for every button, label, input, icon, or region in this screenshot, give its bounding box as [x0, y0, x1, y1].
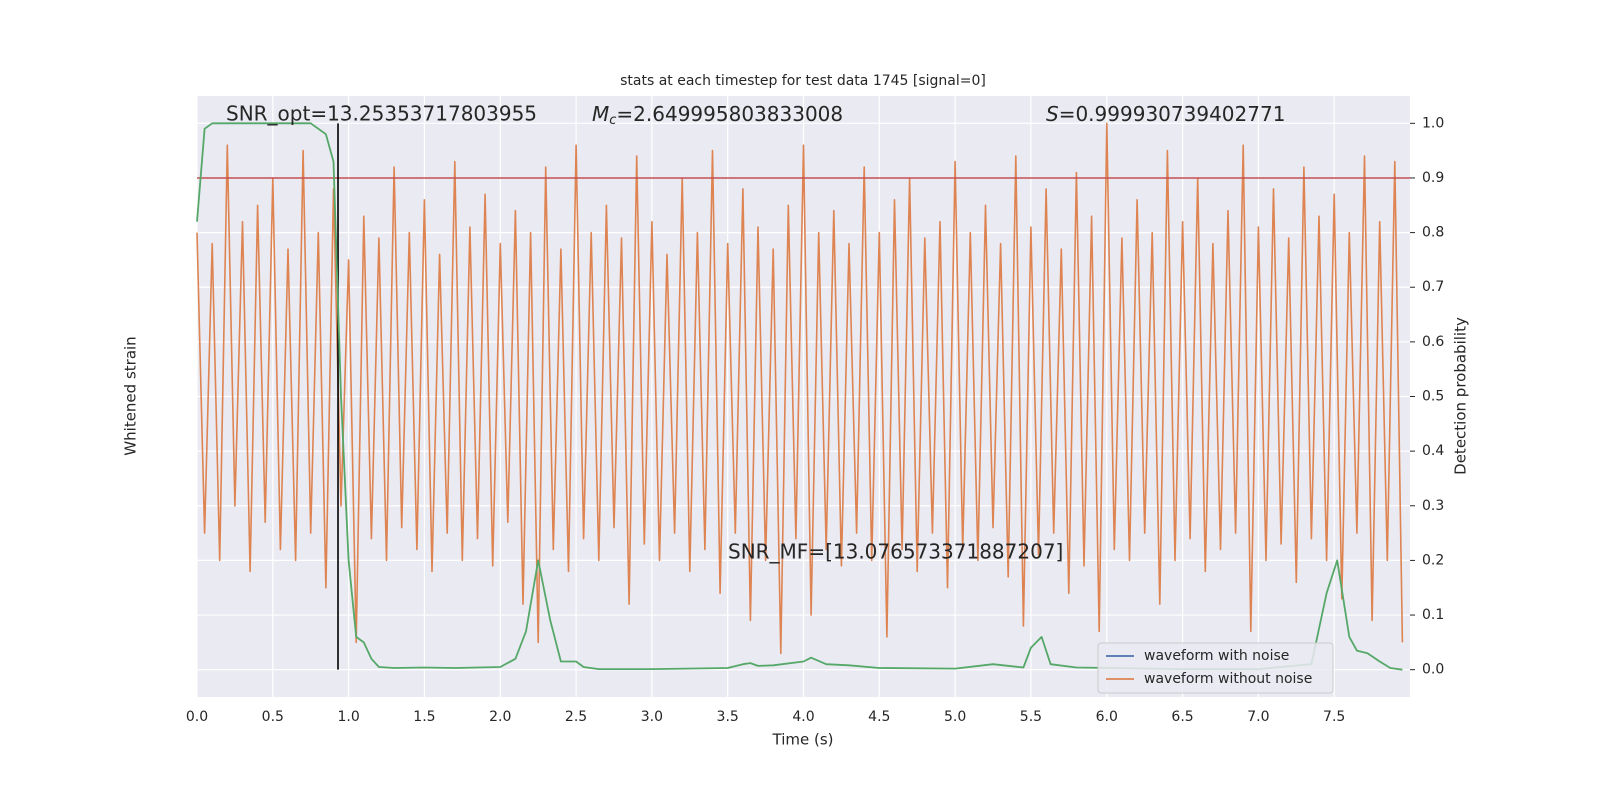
y2-tick-label: 0.1	[1422, 607, 1444, 623]
x-tick-label: 1.0	[337, 709, 359, 725]
x-tick-label: 5.5	[1020, 709, 1042, 725]
y2-tick-label: 0.9	[1422, 170, 1444, 186]
x-tick-label: 1.5	[413, 709, 435, 725]
y2-tick-label: 0.8	[1422, 225, 1444, 241]
x-tick-label: 3.0	[641, 709, 663, 725]
y2-tick-label: 0.4	[1422, 443, 1444, 459]
strain-line	[196, 122, 1404, 655]
x-tick-label: 6.5	[1171, 709, 1193, 725]
annotation: S=0.999930739402771	[1046, 102, 1285, 126]
annotation-sub: c	[609, 113, 616, 128]
x-axis-label: Time (s)	[772, 731, 834, 749]
annotation-symbol: M	[592, 102, 609, 126]
annotation-text: =0.999930739402771	[1059, 102, 1286, 126]
y2-tick-label: 0.0	[1422, 662, 1444, 678]
chart-title: stats at each timestep for test data 174…	[620, 73, 986, 89]
annotation: Mc=2.649995803833008	[592, 102, 843, 128]
x-tick-label: 5.0	[944, 709, 966, 725]
x-tick-label: 4.0	[792, 709, 814, 725]
y2-tick-label: 0.2	[1422, 552, 1444, 568]
annotation: SNR_opt=13.25353717803955	[226, 102, 537, 126]
y2-tick-label: 0.6	[1422, 334, 1444, 350]
y2-tick-label: 0.5	[1422, 389, 1444, 405]
legend-label: waveform with noise	[1144, 648, 1289, 664]
annotation-text: =2.649995803833008	[616, 102, 843, 126]
y-axis-label: Whitened strain	[122, 336, 140, 455]
y2-tick-label: 0.3	[1422, 498, 1444, 514]
annotation: SNR_MF=[13.076573371887207]	[728, 540, 1063, 564]
y2-tick-label: 1.0	[1422, 115, 1444, 131]
legend-label: waveform without noise	[1144, 671, 1312, 687]
x-tick-label: 2.0	[489, 709, 511, 725]
x-tick-label: 0.5	[262, 709, 284, 725]
y2-axis-label: Detection probability	[1452, 317, 1470, 475]
x-tick-label: 2.5	[565, 709, 587, 725]
x-tick-label: 7.5	[1323, 709, 1345, 725]
x-tick-label: 6.0	[1096, 709, 1118, 725]
x-tick-label: 7.0	[1247, 709, 1269, 725]
x-tick-label: 3.5	[717, 709, 739, 725]
x-tick-label: 0.0	[186, 709, 208, 725]
legend-box	[1097, 642, 1334, 694]
annotation-symbol: S	[1046, 102, 1059, 126]
y2-tick-label: 0.7	[1422, 279, 1444, 295]
x-tick-label: 4.5	[868, 709, 890, 725]
